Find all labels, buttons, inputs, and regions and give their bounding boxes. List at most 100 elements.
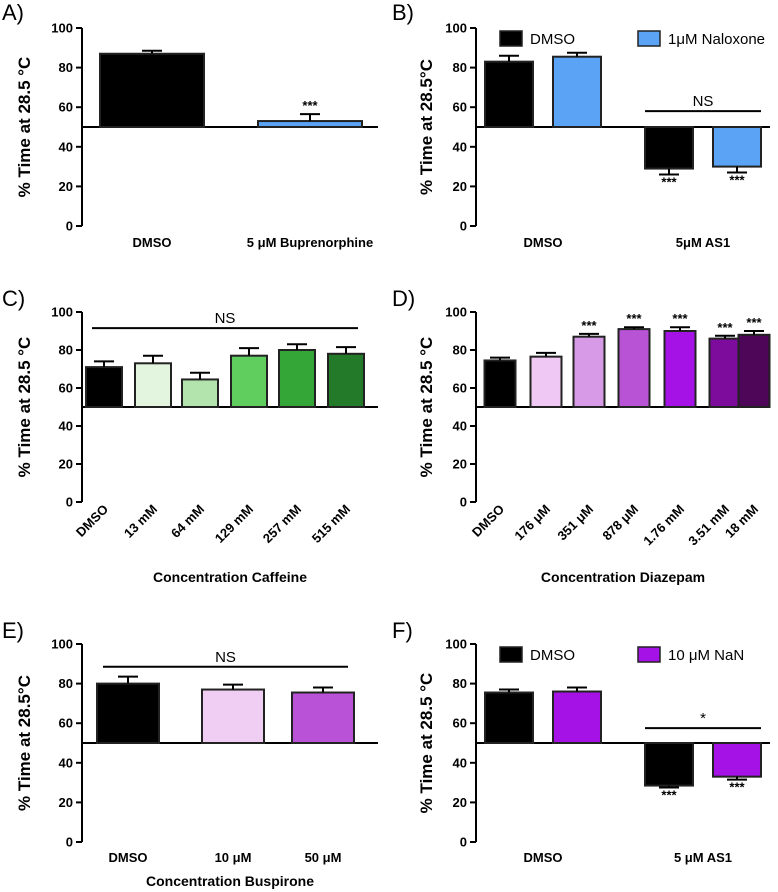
chart-panel-d: D) % Time at 28.5 °C 0 20 40 60 80 100 *** *** ***… <box>392 286 771 585</box>
y-tick-label: 60 <box>59 716 73 731</box>
y-axis-label: % Time at 28.5 °C <box>15 57 34 198</box>
significance-marker: *** <box>302 98 318 113</box>
y-tick-label: 80 <box>453 676 467 691</box>
bar <box>663 330 697 408</box>
y-tick-label: 0 <box>460 219 467 234</box>
bar <box>552 55 602 128</box>
x-category-label: 5 μM AS1 <box>674 850 732 865</box>
legend-swatch <box>637 30 661 47</box>
y-tick-label: 60 <box>59 100 73 115</box>
y-tick-label: 100 <box>51 305 73 320</box>
bar <box>96 682 160 744</box>
y-tick-label: 40 <box>453 139 467 154</box>
bar <box>327 352 365 408</box>
x-category-label: 5 μM Buprenorphine <box>247 235 373 250</box>
x-category-label: DMSO <box>73 502 111 540</box>
x-category-label: DMSO <box>524 235 563 250</box>
bar <box>484 60 534 128</box>
bar <box>230 354 268 409</box>
x-category-label: 351 μM <box>554 502 596 544</box>
x-category-label: 257 mM <box>260 502 304 546</box>
significance-marker: *** <box>581 318 597 333</box>
x-category-label: 515 mM <box>309 502 353 546</box>
y-axis-label: % Time at 28.5 °C <box>417 673 436 814</box>
y-tick-label: 0 <box>460 835 467 850</box>
y-axis-label: % Time at 28.5 °C <box>417 337 436 478</box>
y-tick-label: 0 <box>460 495 467 510</box>
y-tick-label: 80 <box>453 343 467 358</box>
bar <box>291 691 355 745</box>
significance-marker: *** <box>729 780 745 795</box>
panel-label: C) <box>2 286 25 311</box>
x-category-label: 13 mM <box>121 502 160 541</box>
x-category-label: DMSO <box>524 850 563 865</box>
y-tick-label: 20 <box>453 795 467 810</box>
y-tick-label: 100 <box>445 21 467 36</box>
y-tick-label: 80 <box>59 60 73 75</box>
bar <box>644 126 694 170</box>
y-tick-label: 80 <box>59 343 73 358</box>
y-tick-label: 0 <box>66 219 73 234</box>
x-category-label: DMSO <box>133 235 172 250</box>
legend-swatch <box>499 30 523 47</box>
bar <box>201 688 265 744</box>
chart-panel-c: C) % Time at 28.5 °C 0 20 40 60 80 100 DMSO 13 mM… <box>2 286 378 585</box>
significance-marker: *** <box>626 311 642 326</box>
ns-label: * <box>700 710 706 727</box>
bar <box>483 359 517 409</box>
y-tick-label: 80 <box>59 676 73 691</box>
x-category-label: 64 mM <box>168 502 207 541</box>
x-category-label: 878 μM <box>599 502 641 544</box>
bar <box>99 52 205 129</box>
chart-panel-e: E) % Time at 28.5°C 0 20 40 60 80 100 DMSO 10 μM 5… <box>2 618 378 889</box>
panel-label: F) <box>392 618 413 643</box>
y-tick-label: 60 <box>453 381 467 396</box>
bar <box>85 366 123 409</box>
y-tick-label: 100 <box>51 21 73 36</box>
x-category-label: 3.51 mM <box>685 502 732 549</box>
bar <box>484 691 534 745</box>
panel-label: A) <box>2 0 24 25</box>
y-tick-label: 100 <box>51 637 73 652</box>
y-tick-label: 40 <box>453 755 467 770</box>
bar <box>552 690 602 745</box>
y-tick-label: 40 <box>59 139 73 154</box>
y-tick-label: 20 <box>453 457 467 472</box>
x-category-label: 50 μM <box>305 850 342 865</box>
bar <box>529 355 563 408</box>
y-tick-label: 60 <box>59 381 73 396</box>
significance-marker: *** <box>661 175 677 190</box>
x-category-label: 5μM AS1 <box>676 235 730 250</box>
x-category-label: 129 mM <box>212 502 256 546</box>
legend-label: DMSO <box>530 647 575 664</box>
chart-panel-f: F) % Time at 28.5 °C 0 20 40 60 80 100 *** *** DMS… <box>392 618 770 865</box>
ns-label: NS <box>215 310 236 327</box>
panel-label: E) <box>2 618 24 643</box>
chart-panel-a: A) % Time at 28.5 °C 0 20 40 60 80 100 *** DMSO 5 … <box>2 0 378 250</box>
x-category-label: 1.76 mM <box>640 502 687 549</box>
chart-panel-b: B) % Time at 28.5°C 0 20 40 60 80 100 *** *** DMSO… <box>392 0 770 250</box>
bar <box>617 328 651 409</box>
y-tick-label: 20 <box>59 179 73 194</box>
bar <box>712 126 762 168</box>
y-tick-label: 20 <box>453 179 467 194</box>
y-axis-label: % Time at 28.5°C <box>15 675 34 811</box>
bar <box>572 335 606 409</box>
panel-label: D) <box>392 286 415 311</box>
bar <box>181 378 219 409</box>
x-category-label: 176 μM <box>511 502 553 544</box>
significance-marker: *** <box>717 320 733 335</box>
x-category-label: 18 mM <box>722 502 761 541</box>
y-tick-label: 40 <box>59 419 73 434</box>
bar <box>737 333 771 408</box>
bar <box>134 362 172 408</box>
legend-swatch <box>499 646 523 663</box>
legend-label: DMSO <box>530 31 575 48</box>
x-category-label: DMSO <box>469 502 507 540</box>
y-axis-label: % Time at 28.5°C <box>417 59 436 195</box>
bar <box>257 120 363 128</box>
x-category-label: 10 μM <box>215 850 252 865</box>
y-tick-label: 20 <box>59 457 73 472</box>
ns-label: NS <box>215 649 236 666</box>
